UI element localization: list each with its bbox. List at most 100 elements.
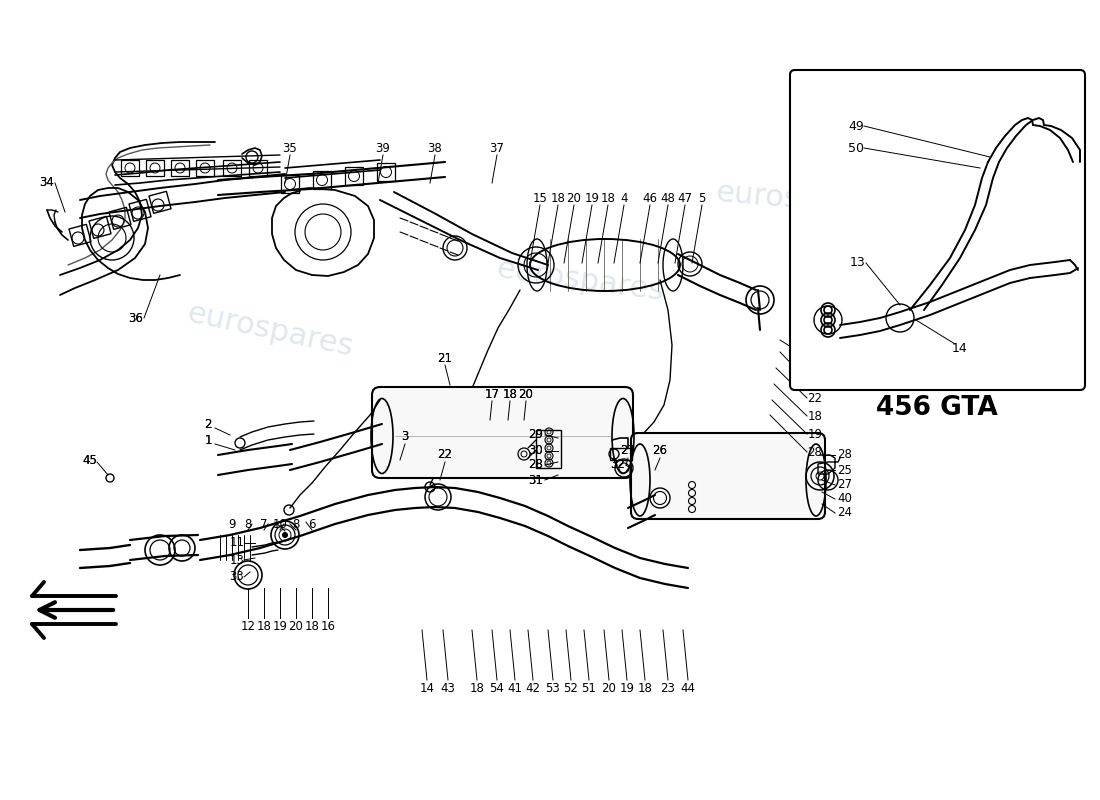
Text: 18: 18 (256, 619, 272, 633)
Text: 40: 40 (837, 493, 852, 506)
Text: 22: 22 (438, 449, 452, 462)
Text: 45: 45 (82, 454, 98, 466)
Text: 12: 12 (241, 619, 255, 633)
Text: 17: 17 (484, 387, 499, 401)
Text: 2: 2 (205, 418, 211, 431)
Text: eurospares: eurospares (714, 178, 886, 222)
Text: 18: 18 (601, 191, 615, 205)
Text: 28: 28 (807, 446, 823, 458)
Text: 22: 22 (807, 391, 823, 405)
Text: 49: 49 (848, 119, 864, 133)
Text: 18: 18 (503, 387, 517, 401)
Text: 51: 51 (582, 682, 596, 694)
Text: 27: 27 (837, 478, 852, 491)
Text: 9: 9 (229, 518, 235, 530)
Text: 28: 28 (529, 458, 543, 471)
Text: 5: 5 (698, 191, 706, 205)
Bar (148, 191, 170, 214)
Text: 8: 8 (244, 518, 252, 530)
Text: eurospares: eurospares (184, 298, 355, 362)
Text: 6: 6 (308, 518, 316, 530)
Text: 29: 29 (528, 429, 543, 442)
Text: 50: 50 (848, 142, 864, 154)
Text: 54: 54 (490, 682, 505, 694)
Text: 18: 18 (503, 387, 517, 401)
Text: 18: 18 (807, 410, 823, 422)
Text: 35: 35 (283, 142, 297, 154)
Text: 36: 36 (129, 311, 143, 325)
Text: 2: 2 (205, 418, 211, 431)
Text: 8: 8 (293, 518, 299, 530)
Text: 14: 14 (953, 342, 968, 354)
FancyBboxPatch shape (372, 387, 632, 478)
Text: 23: 23 (661, 682, 675, 694)
Text: 30: 30 (529, 445, 543, 458)
Text: 20: 20 (518, 387, 534, 401)
Text: 23: 23 (807, 374, 823, 386)
Text: eurospares: eurospares (494, 254, 666, 306)
Text: 10: 10 (273, 518, 287, 530)
Text: 34: 34 (40, 177, 54, 190)
Text: 13: 13 (850, 257, 866, 270)
Text: 28: 28 (529, 458, 543, 471)
Bar (280, 175, 299, 193)
Text: 27: 27 (620, 445, 636, 458)
Text: 11: 11 (230, 537, 244, 550)
FancyBboxPatch shape (631, 433, 825, 519)
Text: 20: 20 (566, 191, 582, 205)
Text: 18: 18 (638, 682, 652, 694)
Text: 20: 20 (288, 619, 304, 633)
Bar (129, 199, 151, 222)
Bar (536, 430, 561, 468)
Text: 18: 18 (470, 682, 484, 694)
Text: 1: 1 (205, 434, 211, 447)
Text: 48: 48 (661, 191, 675, 205)
Text: 52: 52 (563, 682, 579, 694)
Bar (249, 160, 267, 176)
Text: 22: 22 (438, 449, 452, 462)
Text: 32: 32 (610, 458, 626, 471)
Text: 3: 3 (402, 430, 409, 443)
Text: 29: 29 (528, 429, 543, 442)
Text: 53: 53 (546, 682, 560, 694)
Text: 21: 21 (438, 351, 452, 365)
Text: 18: 18 (551, 191, 565, 205)
Text: 19: 19 (807, 427, 823, 441)
Text: 37: 37 (490, 142, 505, 154)
Text: 42: 42 (526, 682, 540, 694)
Bar (89, 216, 111, 238)
Text: 34: 34 (40, 177, 54, 190)
Text: 1: 1 (205, 434, 211, 447)
Circle shape (283, 533, 287, 538)
Text: 3: 3 (402, 430, 409, 443)
Text: 7: 7 (261, 518, 267, 530)
Bar (196, 160, 214, 176)
Bar (345, 167, 363, 185)
Text: 16: 16 (320, 619, 336, 633)
Text: 21: 21 (438, 351, 452, 365)
Text: 456 GTA: 456 GTA (876, 395, 998, 421)
Bar (69, 224, 91, 246)
Text: 20: 20 (518, 387, 534, 401)
Text: 45: 45 (82, 454, 98, 466)
Bar (109, 207, 131, 230)
Text: 13: 13 (230, 554, 244, 566)
Bar (170, 160, 189, 176)
Text: 18: 18 (305, 619, 319, 633)
Bar (314, 171, 331, 189)
Text: 31: 31 (529, 474, 543, 486)
Text: 24: 24 (837, 506, 852, 519)
Text: 41: 41 (507, 682, 522, 694)
Bar (610, 448, 632, 460)
Text: 26: 26 (652, 445, 668, 458)
Text: 4: 4 (620, 191, 628, 205)
Text: 20: 20 (602, 682, 616, 694)
Text: 21: 21 (807, 350, 823, 363)
Text: 36: 36 (129, 311, 143, 325)
Text: 14: 14 (419, 682, 435, 694)
Text: 38: 38 (428, 142, 442, 154)
Text: 19: 19 (584, 191, 600, 205)
Text: 26: 26 (652, 445, 668, 458)
Text: 27: 27 (620, 445, 636, 458)
Text: 25: 25 (837, 463, 852, 477)
